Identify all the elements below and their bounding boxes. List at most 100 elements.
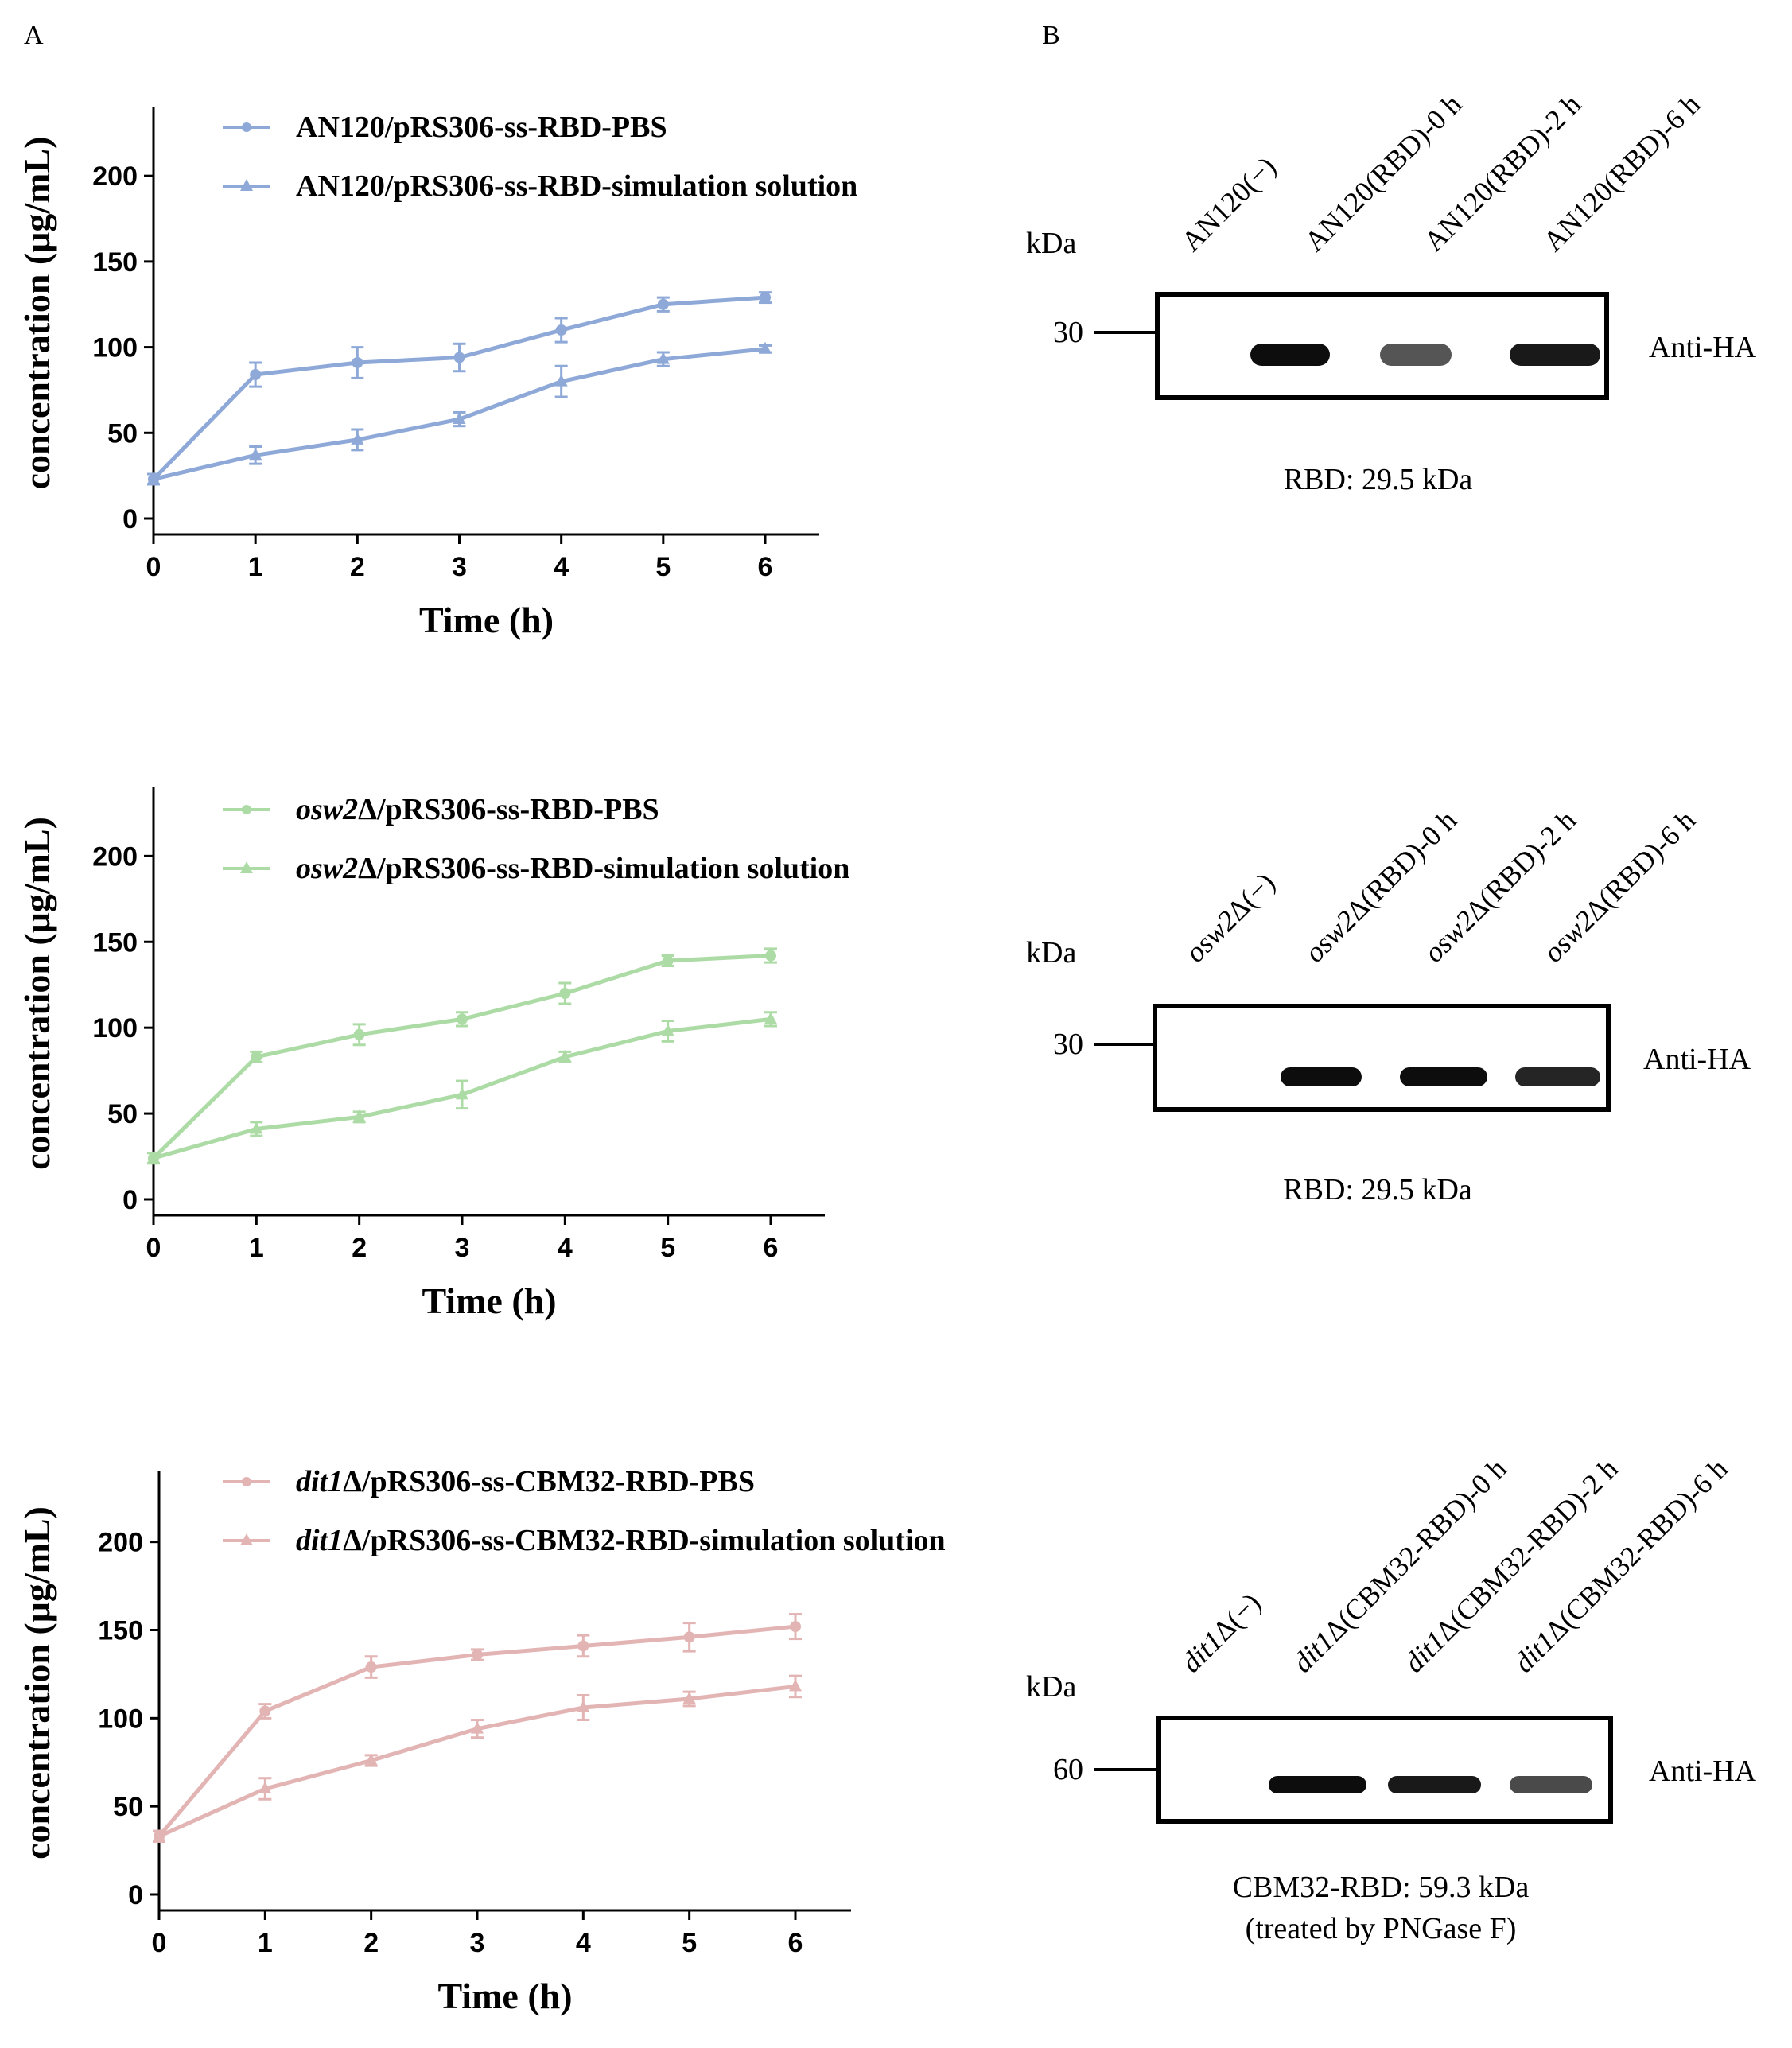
x-tick-label: 3	[455, 1233, 470, 1263]
x-tick-label: 5	[660, 1233, 675, 1263]
protein-band	[1380, 344, 1452, 366]
x-tick-label: 5	[682, 1928, 697, 1958]
x-tick-label: 0	[146, 552, 161, 582]
x-axis-title: Time (h)	[419, 600, 554, 640]
y-tick-label: 0	[122, 1185, 138, 1215]
legend-suffix: Δ/pRS306-ss-RBD-simulation solution	[358, 852, 849, 885]
protein-band	[1510, 344, 1600, 366]
data-point	[555, 324, 567, 336]
y-tick-label: 150	[98, 1616, 143, 1646]
x-axis-title: Time (h)	[437, 1976, 572, 2016]
legend-marker	[240, 861, 253, 873]
legend-marker	[240, 1533, 253, 1545]
x-tick-label: 6	[764, 1233, 779, 1263]
y-tick-label: 150	[92, 247, 138, 278]
data-point	[760, 292, 771, 304]
y-tick-label: 100	[92, 333, 138, 363]
data-point	[147, 1151, 160, 1164]
x-tick-label: 6	[788, 1928, 803, 1958]
protein-band	[1515, 1067, 1600, 1086]
legend-entry: dit1Δ/pRS306-ss-CBM32-RBD-PBS	[296, 1465, 755, 1498]
x-tick-label: 1	[258, 1928, 273, 1958]
blot-3: kDa 60 Anti-HA dit1Δ(−)dit1Δ(CBM32-RBD)-0 h…	[1026, 1452, 1757, 1945]
x-tick-label: 1	[248, 552, 263, 582]
lane-label: AN120(−)	[1175, 150, 1282, 258]
y-tick-label: 200	[92, 161, 138, 192]
data-point	[153, 1828, 165, 1841]
panel-label-a: A	[24, 21, 44, 50]
series-line	[152, 295, 766, 481]
x-tick-label: 2	[350, 552, 365, 582]
x-tick-label: 1	[249, 1233, 264, 1263]
chart-3: 0 50 100 150 200 0 1 2 3 4 5 6 Time (h) concentration…	[17, 1465, 946, 2016]
y-tick-label: 50	[107, 418, 138, 449]
data-point	[258, 1782, 272, 1793]
y-tick-label: 200	[92, 841, 138, 872]
y-tick-label: 100	[98, 1704, 143, 1734]
data-point	[789, 1679, 802, 1692]
legend-entry: osw2Δ/pRS306-ss-RBD-PBS	[296, 793, 659, 826]
data-point	[353, 1028, 365, 1040]
data-point	[764, 1012, 777, 1024]
data-point	[657, 298, 669, 310]
legend-entry: AN120/pRS306-ss-RBD-PBS	[296, 111, 667, 144]
data-point	[250, 369, 262, 381]
x-tick-label: 4	[554, 552, 569, 582]
blot-caption: (treated by PNGase F)	[1246, 1912, 1517, 1945]
blot-caption: RBD: 29.5 kDa	[1284, 463, 1473, 496]
lane-label: dit1Δ(CBM32-RBD)-2 h	[1397, 1452, 1623, 1678]
legend-gene: dit1	[296, 1524, 343, 1557]
legend-suffix: Δ/pRS306-ss-CBM32-RBD-simulation solutio…	[343, 1524, 946, 1557]
antibody-label: Anti-HA	[1649, 331, 1757, 364]
x-tick-label: 3	[452, 552, 467, 582]
data-point	[558, 1049, 572, 1062]
y-axis-title: concentration (μg/mL)	[17, 817, 57, 1170]
blot-caption: CBM32-RBD: 59.3 kDa	[1233, 1871, 1530, 1904]
x-tick-label: 4	[558, 1233, 573, 1263]
blot-caption: RBD: 29.5 kDa	[1283, 1173, 1472, 1207]
y-tick-label: 0	[122, 504, 138, 534]
marker-value: 30	[1053, 1028, 1083, 1061]
legend-prefix: AN120	[296, 169, 385, 203]
blot-membrane	[1153, 1004, 1611, 1112]
y-tick-label: 50	[107, 1099, 138, 1129]
data-point	[559, 988, 571, 999]
legend-gene: osw2	[296, 793, 358, 826]
protein-band	[1400, 1067, 1487, 1086]
x-tick-label: 0	[152, 1928, 167, 1958]
data-point	[364, 1753, 378, 1766]
x-tick-label: 2	[352, 1233, 367, 1263]
data-point	[472, 1649, 483, 1661]
chart-2: 0 50 100 150 200 0 1 2 3 4 5 6 Time (h) concentration…	[17, 787, 849, 1321]
legend-marker	[242, 1477, 251, 1486]
data-point	[351, 432, 364, 445]
legend-prefix: AN120	[296, 111, 385, 144]
protein-band	[1250, 344, 1330, 366]
blot-membrane	[1156, 1716, 1613, 1824]
lane-text: Δ(CBM32-RBD)-0 h	[1318, 1452, 1513, 1647]
y-tick-label: 50	[113, 1792, 143, 1822]
data-point	[471, 1721, 484, 1734]
data-point	[453, 412, 466, 425]
data-point	[661, 1024, 674, 1036]
protein-band	[1388, 1776, 1481, 1793]
lane-label: dit1Δ(CBM32-RBD)-0 h	[1286, 1452, 1512, 1678]
series-line	[152, 954, 772, 1160]
protein-band	[1269, 1776, 1366, 1793]
legend-gene: dit1	[296, 1465, 343, 1498]
data-point	[682, 1691, 696, 1704]
x-axis-title: Time (h)	[422, 1280, 556, 1321]
legend-entry: AN120/pRS306-ss-RBD-simulation solution	[296, 169, 857, 203]
protein-band	[1281, 1067, 1362, 1086]
data-point	[683, 1631, 695, 1643]
x-tick-label: 4	[576, 1928, 591, 1958]
chart-1: 0 50 100 150 200 0 1 2 3 4 5 6 Time (h) concentration…	[17, 107, 857, 640]
x-tick-label: 3	[470, 1928, 485, 1958]
series-line	[157, 1684, 796, 1839]
data-point	[352, 1109, 366, 1122]
y-axis-title: concentration (μg/mL)	[17, 1506, 57, 1860]
x-tick-label: 6	[758, 552, 773, 582]
